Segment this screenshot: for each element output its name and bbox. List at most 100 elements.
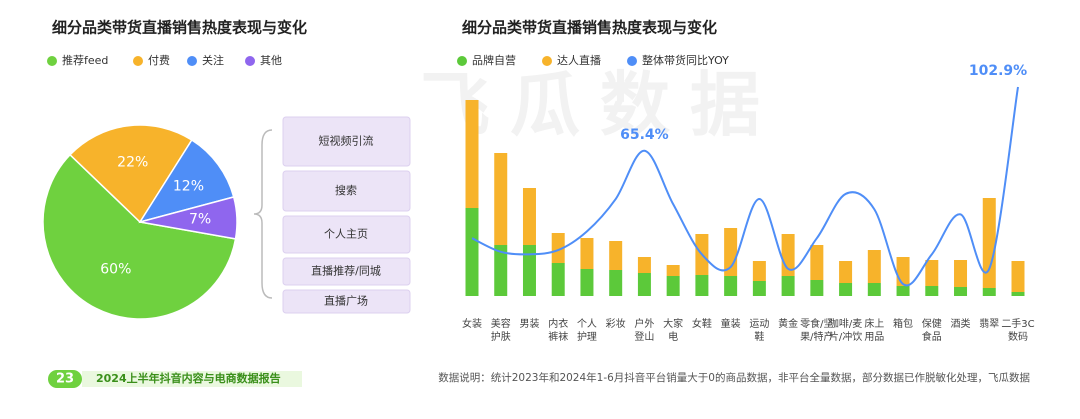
report-band — [82, 371, 302, 387]
channel-box — [282, 215, 411, 254]
bar-segment — [637, 257, 651, 273]
bar-segment — [580, 269, 594, 296]
x-tick-label: 女鞋 — [691, 319, 712, 330]
page-number: 23 — [56, 372, 74, 387]
bar-segment — [494, 153, 508, 245]
bar-segment — [465, 100, 479, 208]
data-label: 102.9% — [969, 63, 1027, 79]
legend-marker — [627, 56, 637, 66]
report-title: 2024上半年抖音内容与电商数据报告 — [96, 371, 281, 385]
channel-label: 个人主页 — [324, 228, 368, 241]
slice-label: 7% — [189, 211, 211, 227]
bar-segment — [752, 261, 766, 281]
brace — [253, 129, 273, 299]
x-tick-label: 咖啡/麦 片/冲饮 — [828, 319, 863, 343]
slice-label: 12% — [173, 178, 204, 194]
bar-segment — [666, 265, 680, 276]
bar-segment — [839, 283, 853, 296]
legend-label: 品牌自营 — [472, 53, 516, 67]
channel-box — [282, 289, 411, 314]
bar-segment — [522, 245, 536, 296]
bar-segment — [925, 260, 939, 286]
bar-segment — [982, 198, 996, 288]
slice-label: 60% — [100, 262, 131, 278]
bar-segment — [465, 208, 479, 296]
x-tick-label: 童装 — [720, 319, 741, 330]
bar-segment — [1011, 261, 1025, 292]
x-tick-label: 女装 — [462, 319, 482, 330]
x-tick-label: 保健 食品 — [921, 319, 942, 343]
x-tick-label: 二手3C 数码 — [1001, 319, 1035, 343]
bar-segment — [925, 286, 939, 296]
bar-segment — [522, 188, 536, 245]
x-tick-label: 黄金 — [778, 319, 799, 330]
pie-slice — [139, 196, 238, 240]
bar-segment — [551, 233, 565, 263]
slice-label: 22% — [117, 154, 148, 170]
channel-box — [282, 170, 411, 212]
x-tick-label: 美容 护肤 — [490, 319, 511, 343]
bar-segment — [494, 245, 508, 296]
bar-segment — [609, 270, 623, 296]
legend-label: 关注 — [202, 53, 224, 67]
x-tick-label: 床上 用品 — [864, 319, 885, 343]
bar-segment — [896, 286, 910, 296]
x-tick-label: 酒类 — [950, 319, 971, 330]
legend-label: 付费 — [148, 54, 170, 67]
channel-box — [282, 257, 411, 286]
bar-segment — [724, 228, 738, 276]
pie-slice — [69, 124, 193, 224]
channel-box — [282, 116, 411, 167]
page-badge — [48, 370, 82, 388]
legend-marker — [457, 56, 467, 66]
channel-label: 直播广场 — [324, 294, 368, 308]
x-tick-label: 户外 登山 — [634, 319, 655, 343]
legend-marker — [133, 56, 143, 66]
x-tick-label: 翡翠 — [979, 319, 1000, 330]
chart-title: 细分品类带货直播销售热度表现与变化 — [462, 19, 717, 37]
bar-segment — [724, 276, 738, 296]
x-tick-label: 个人 护理 — [576, 319, 597, 343]
bar-segment — [695, 275, 709, 296]
bar-segment — [896, 257, 910, 286]
pie-slice — [42, 153, 237, 320]
bar-segment — [867, 250, 881, 283]
legend-marker — [187, 56, 197, 66]
x-tick-label: 大家 电 — [663, 319, 684, 343]
data-label: 65.4% — [620, 127, 669, 143]
bar-segment — [551, 263, 565, 296]
bar-segment — [637, 273, 651, 296]
legend-marker — [47, 56, 57, 66]
legend-label: 达人直播 — [557, 53, 601, 67]
bar-segment — [752, 281, 766, 296]
x-tick-label: 彩妆 — [605, 319, 626, 330]
channel-label: 搜索 — [335, 183, 357, 197]
bar-segment — [839, 261, 853, 283]
channel-label: 短视频引流 — [319, 134, 374, 148]
bar-segment — [609, 241, 623, 270]
bar-segment — [954, 260, 968, 287]
x-tick-label: 零食/坚 果/特产 — [800, 319, 834, 343]
legend-marker — [542, 56, 552, 66]
chart-title: 细分品类带货直播销售热度表现与变化 — [52, 19, 307, 37]
bar-segment — [781, 276, 795, 296]
bar-segment — [666, 276, 680, 296]
bar-segment — [954, 287, 968, 296]
x-tick-label: 男装 — [519, 319, 540, 330]
pie-slice — [138, 138, 235, 224]
bar-segment — [810, 245, 824, 280]
x-tick-label: 运动 鞋 — [749, 319, 770, 343]
bar-segment — [982, 288, 996, 296]
bar-segment — [867, 283, 881, 296]
bar-segment — [810, 280, 824, 296]
legend-marker — [245, 56, 255, 66]
legend-label: 整体带货同比YOY — [642, 53, 729, 67]
data-note: 数据说明：统计2023年和2024年1-6月抖音平台销量大于0的商品数据，非平台… — [438, 371, 1030, 384]
bar-segment — [1011, 292, 1025, 296]
bar-segment — [580, 238, 594, 269]
x-tick-label: 箱包 — [893, 319, 914, 330]
x-tick-label: 内衣 裤袜 — [548, 319, 569, 343]
legend-label: 其他 — [260, 54, 282, 67]
yoy-line — [471, 86, 1019, 287]
